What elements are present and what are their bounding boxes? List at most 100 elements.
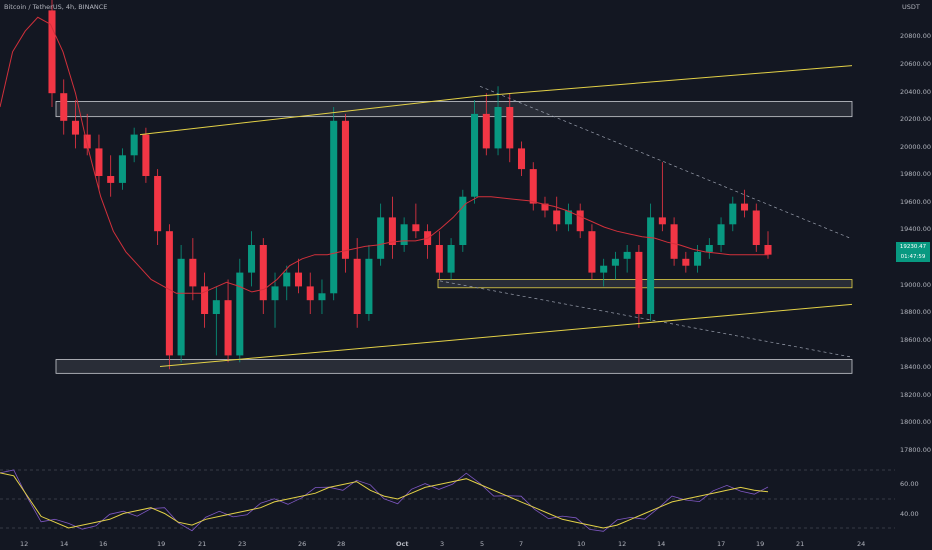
- candle-body: [564, 210, 572, 225]
- candle-body: [517, 148, 526, 170]
- candle-body: [705, 245, 713, 252]
- candle-body: [412, 224, 420, 232]
- candle-body: [283, 272, 291, 287]
- candle-body: [623, 251, 631, 259]
- candle-body: [294, 272, 303, 287]
- candle-body: [388, 217, 396, 245]
- last-price-badge: 19230.47 01:47:59: [896, 242, 930, 262]
- time-tick: 19: [157, 540, 165, 548]
- candle-body: [717, 224, 725, 245]
- candle-body: [553, 210, 561, 225]
- time-axis[interactable]: 12 14 16 19 21 23 26 28 Oct 3 5 7 10 12 …: [20, 540, 865, 548]
- candle-body: [318, 293, 326, 301]
- moving-average-line: [0, 16, 768, 294]
- support-resistance-zones: [55, 85, 853, 374]
- price-tick: 18000.00: [900, 418, 931, 426]
- time-tick: 19: [756, 540, 764, 548]
- price-tick: 20200.00: [900, 115, 931, 123]
- candle-body: [48, 10, 56, 94]
- time-tick: 10: [577, 540, 585, 548]
- candle-body: [647, 217, 655, 314]
- candle-body: [494, 107, 502, 149]
- time-tick: 7: [519, 540, 523, 548]
- price-zone: [437, 279, 853, 289]
- symbol-title: Bitcoin / TetherUS, 4h, BINANCE: [4, 3, 108, 11]
- candle-body: [353, 258, 361, 314]
- moving-average: [0, 16, 768, 294]
- candle-body: [588, 231, 596, 273]
- time-tick: 16: [99, 540, 107, 548]
- candle-body: [682, 258, 690, 266]
- price-tick: 17800.00: [900, 446, 931, 454]
- candle-body: [752, 210, 760, 245]
- candle-body: [670, 224, 678, 259]
- trendlines: [139, 65, 853, 367]
- time-tick: 14: [60, 540, 68, 548]
- last-price-value: 19230.47: [899, 244, 927, 250]
- price-tick: 19600.00: [900, 198, 931, 206]
- trendline: [159, 303, 853, 367]
- time-tick: 23: [238, 540, 246, 548]
- candle-body: [694, 251, 702, 266]
- candle-body: [224, 300, 232, 356]
- time-tick: Oct: [396, 540, 409, 548]
- price-tick: 20000.00: [900, 143, 931, 151]
- time-tick: 5: [480, 540, 484, 548]
- candle-body: [130, 134, 138, 156]
- time-tick: 17: [717, 540, 725, 548]
- candle-body: [764, 245, 772, 255]
- candle-body: [189, 258, 197, 287]
- candle-body: [377, 217, 385, 259]
- price-axis[interactable]: USDT 20800.00 20600.00 20400.00 20200.00…: [900, 3, 931, 454]
- price-tick: 20800.00: [900, 32, 931, 40]
- candle-body: [248, 245, 256, 273]
- time-tick: 24: [857, 540, 865, 548]
- candle-body: [365, 258, 373, 314]
- time-tick: 21: [198, 540, 206, 548]
- candle-body: [529, 169, 537, 204]
- price-tick: 19800.00: [900, 170, 931, 178]
- candle-body: [729, 203, 737, 225]
- candle-body: [506, 107, 514, 149]
- price-tick: 20400.00: [900, 88, 931, 96]
- price-tick: 20600.00: [900, 60, 931, 68]
- candle-body: [435, 245, 443, 273]
- candle-body: [306, 286, 314, 301]
- candle-body: [471, 113, 479, 197]
- time-tick: 21: [796, 540, 804, 548]
- candle-body: [741, 203, 749, 211]
- time-tick: 12: [618, 540, 626, 548]
- price-tick: 19000.00: [900, 281, 931, 289]
- time-tick: 12: [20, 540, 28, 548]
- candle-body: [259, 245, 267, 301]
- candle-body: [177, 258, 185, 356]
- candle-body: [482, 113, 490, 149]
- trendline: [479, 65, 853, 97]
- candle-body: [271, 286, 279, 301]
- time-tick: 28: [337, 540, 345, 548]
- candle-body: [635, 251, 643, 314]
- dashed-channel-line: [479, 85, 851, 239]
- candle-body: [118, 155, 126, 183]
- price-zone: [55, 101, 853, 118]
- time-tick: 26: [298, 540, 306, 548]
- time-tick: 14: [657, 540, 665, 548]
- candle-body: [459, 196, 467, 245]
- candle-body: [142, 134, 150, 176]
- oscillator-signal-line: [0, 472, 769, 529]
- candle-body: [60, 93, 68, 121]
- bar-countdown: 01:47:59: [900, 254, 926, 260]
- price-tick: 18200.00: [900, 391, 931, 399]
- candle-body: [236, 272, 244, 356]
- candle-body: [154, 176, 162, 232]
- candle-body: [400, 224, 408, 245]
- trendline: [139, 95, 481, 136]
- candle-body: [201, 286, 209, 314]
- price-tick: 18400.00: [900, 363, 931, 371]
- oscillator-pane: [0, 469, 895, 532]
- price-zone: [55, 359, 853, 374]
- price-tick: 19400.00: [900, 225, 931, 233]
- candle-body: [611, 258, 619, 266]
